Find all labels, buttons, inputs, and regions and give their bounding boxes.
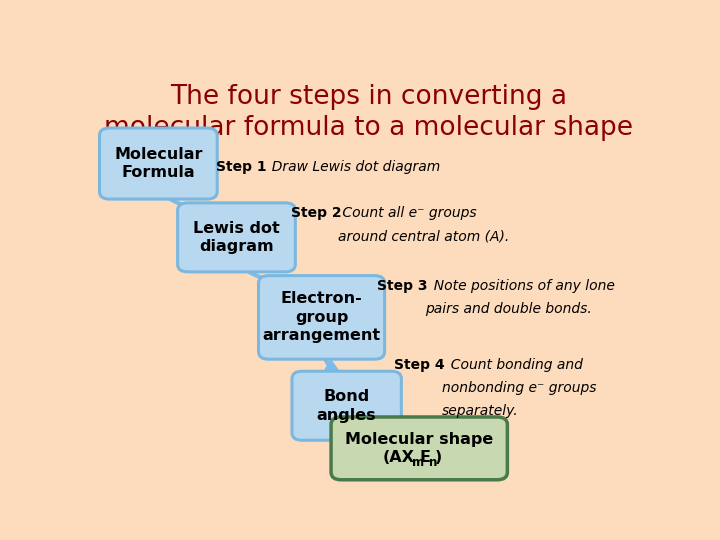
Text: n: n xyxy=(428,456,437,469)
Text: E: E xyxy=(419,450,431,465)
Text: nonbonding e⁻ groups: nonbonding e⁻ groups xyxy=(441,381,596,395)
Text: Electron-
group
arrangement: Electron- group arrangement xyxy=(263,291,381,343)
FancyBboxPatch shape xyxy=(258,275,384,359)
Text: Lewis dot
diagram: Lewis dot diagram xyxy=(193,220,280,254)
Text: Step 2: Step 2 xyxy=(291,206,341,220)
Text: ): ) xyxy=(435,450,442,465)
FancyBboxPatch shape xyxy=(99,128,217,199)
FancyBboxPatch shape xyxy=(331,417,508,480)
Text: Step 3: Step 3 xyxy=(377,279,428,293)
Text: Molecular shape: Molecular shape xyxy=(345,432,493,447)
Text: m: m xyxy=(412,456,424,469)
Text: Note positions of any lone: Note positions of any lone xyxy=(425,279,615,293)
FancyBboxPatch shape xyxy=(178,203,295,272)
Text: Step 4: Step 4 xyxy=(394,358,445,372)
Text: pairs and double bonds.: pairs and double bonds. xyxy=(425,302,592,316)
Text: Count bonding and: Count bonding and xyxy=(441,358,582,372)
Text: around central atom (A).: around central atom (A). xyxy=(338,229,510,243)
Text: Step 1: Step 1 xyxy=(215,160,266,174)
Text: separately.: separately. xyxy=(441,404,518,417)
Text: Bond
angles: Bond angles xyxy=(317,389,377,423)
Text: The four steps in converting a
molecular formula to a molecular shape: The four steps in converting a molecular… xyxy=(104,84,634,140)
Text: (AX: (AX xyxy=(383,450,415,465)
Text: Count all e⁻ groups: Count all e⁻ groups xyxy=(338,206,477,220)
FancyBboxPatch shape xyxy=(292,371,401,440)
Text: Molecular
Formula: Molecular Formula xyxy=(114,147,202,180)
Text: Draw Lewis dot diagram: Draw Lewis dot diagram xyxy=(263,160,440,174)
